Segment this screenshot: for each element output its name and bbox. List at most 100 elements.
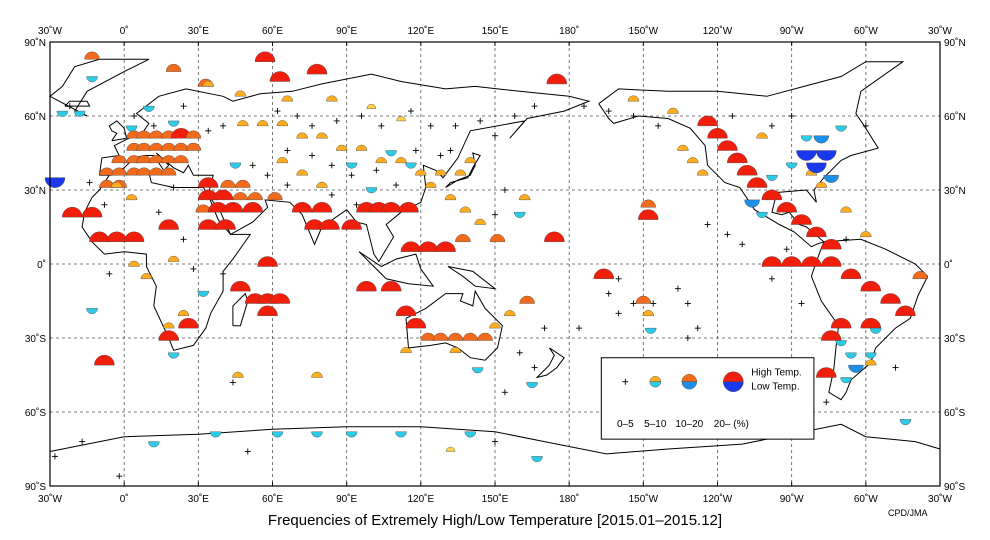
low-temp-symbol: [167, 352, 180, 359]
x-tick-label-top: 90˚E: [336, 25, 357, 37]
plus-marker: [630, 113, 637, 119]
low-temp-symbol: [167, 120, 180, 127]
low-temp-symbol: [806, 162, 827, 174]
plus-markers: [51, 103, 899, 480]
plus-marker: [694, 325, 701, 332]
high-temp-symbol: [830, 317, 852, 329]
plus-marker: [541, 325, 548, 332]
high-temp-symbol: [821, 256, 842, 267]
x-tick-label-bottom: 180˚: [559, 493, 579, 505]
plus-marker: [674, 285, 681, 292]
japan-coast: [445, 152, 481, 188]
high-temp-symbol: [177, 310, 190, 316]
madagascar-coast: [232, 292, 249, 327]
x-tick-label-bottom: 150˚E: [482, 493, 509, 505]
high-temp-symbol: [316, 132, 328, 139]
axis-ticks: 30˚W 30˚W 0˚ 0˚ 30˚E 30˚E 60˚E 60˚E 90˚E 90˚E 120˚…: [24, 25, 965, 505]
low-temp-symbol: [405, 162, 417, 169]
high-temp-symbol: [444, 194, 457, 201]
low-temp-symbol: [464, 431, 476, 438]
x-tick-label-top: 30˚E: [188, 25, 209, 37]
legend-high-symbol: [723, 371, 744, 382]
high-temp-symbol: [375, 157, 387, 164]
high-temp-symbol: [62, 206, 83, 218]
x-tick-label-bottom: 150˚W: [629, 493, 659, 505]
x-tick-label-top: 150˚E: [482, 25, 509, 37]
low-temp-symbol: [785, 162, 798, 169]
y-tick-label-left: 90˚S: [25, 481, 46, 493]
high-temp-symbol: [840, 206, 852, 213]
low-temp-symbol: [345, 431, 358, 438]
low-temp-symbol: [744, 199, 760, 208]
plus-marker: [798, 300, 805, 307]
high-temp-symbol: [880, 293, 901, 304]
plus-marker: [328, 191, 335, 198]
high-temp-symbol: [198, 177, 219, 188]
low-temp-symbol: [848, 364, 864, 373]
plus-marker: [309, 152, 316, 159]
plus-marker: [51, 453, 58, 460]
high-temp-symbol: [640, 199, 656, 208]
high-temp-symbol: [761, 189, 783, 201]
low-temp-symbol: [526, 382, 538, 389]
high-temp-symbol: [326, 95, 338, 102]
plus-marker: [630, 300, 637, 307]
plus-marker: [150, 122, 157, 129]
high-temp-symbol: [256, 120, 269, 127]
low-temp-symbol: [365, 187, 378, 194]
britain-coast: [108, 120, 128, 142]
credit-label: CPD/JMA: [888, 508, 928, 518]
y-tick-label-right: 90˚S: [944, 481, 965, 493]
low-temp-symbol: [870, 327, 882, 334]
plus-marker: [180, 236, 187, 243]
legend-class-label: 0–5: [617, 419, 634, 430]
high-temp-symbol: [178, 317, 199, 329]
low-temp-symbol: [395, 431, 407, 438]
plus-marker: [531, 364, 538, 371]
low-temp-symbol: [271, 431, 284, 438]
high-temp-symbol: [449, 347, 462, 353]
plus-marker: [131, 113, 138, 119]
high-temp-symbol: [432, 332, 449, 341]
high-temp-symbol: [435, 241, 456, 252]
low-temp-symbol: [845, 352, 857, 359]
plus-marker: [511, 113, 518, 119]
greenland-coast: [49, 58, 150, 117]
legend-class-label: 5–10: [644, 419, 667, 430]
low-temp-symbol: [796, 150, 817, 161]
plus-marker: [116, 473, 123, 480]
low-temp-symbol: [385, 150, 397, 157]
high-temp-symbol: [234, 90, 247, 97]
high-temp-symbol: [455, 234, 471, 242]
plus-marker: [576, 325, 583, 332]
plus-marker: [581, 103, 587, 110]
high-temp-symbol: [254, 51, 276, 62]
plus-marker: [180, 103, 187, 110]
plus-marker: [788, 113, 795, 119]
high-temp-symbol: [242, 202, 263, 213]
x-tick-label-top: 90˚W: [780, 25, 804, 37]
plus-marker: [205, 127, 212, 134]
high-temp-symbol: [781, 256, 802, 267]
legend-high-symbol: [681, 374, 698, 382]
low-temp-symbol: [645, 327, 657, 334]
x-tick-label-bottom: 30˚E: [188, 493, 209, 505]
x-tick-label-bottom: 0˚: [120, 493, 129, 505]
high-temp-symbol: [341, 219, 362, 230]
high-temp-symbol: [232, 192, 249, 201]
plus-marker: [892, 364, 899, 371]
high-temp-symbol: [380, 280, 402, 292]
plus-marker: [655, 122, 662, 129]
high-temp-symbol: [667, 107, 679, 114]
high-temp-symbol: [791, 214, 812, 225]
x-tick-label-top: 120˚W: [703, 25, 733, 37]
legend-class-label: 20– (%): [714, 419, 749, 430]
high-temp-symbol: [366, 103, 377, 109]
x-tick-label-bottom: 120˚E: [407, 493, 434, 505]
plus-marker: [516, 349, 523, 356]
high-temp-symbol: [474, 218, 486, 225]
x-tick-label-top: 180˚: [559, 25, 579, 37]
north-america-coast: [598, 61, 905, 248]
high-temp-symbol: [355, 144, 368, 151]
high-temp-symbol: [106, 231, 127, 242]
